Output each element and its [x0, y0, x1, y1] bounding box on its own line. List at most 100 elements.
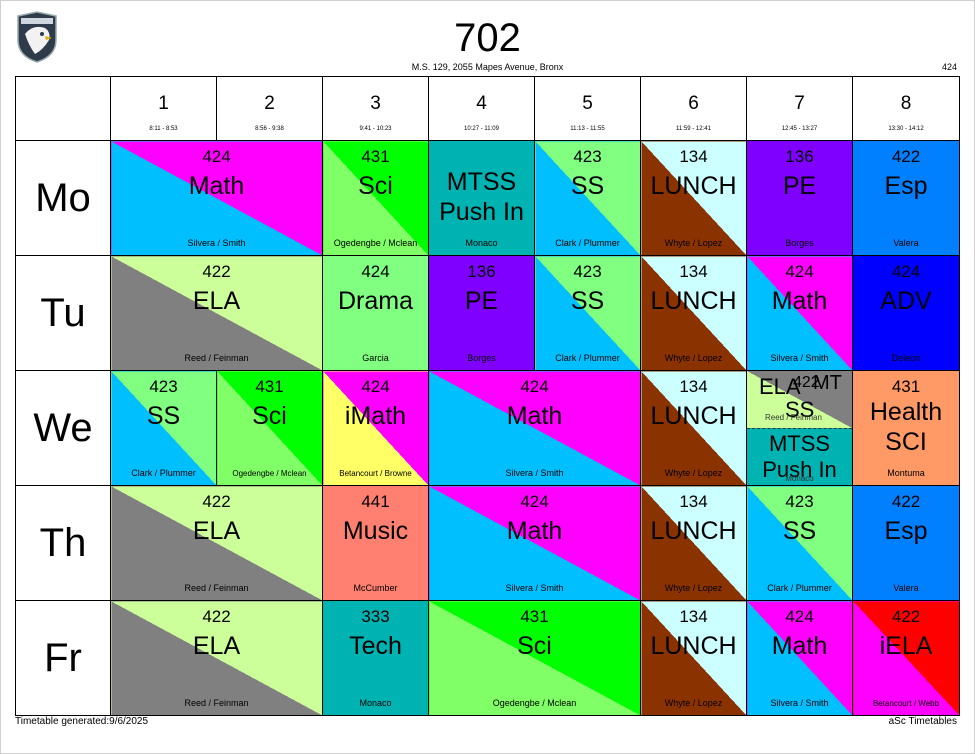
- lesson-subject: Drama: [337, 287, 413, 315]
- lesson-room: 134: [679, 607, 708, 626]
- lesson-subject-line: MTSS: [446, 168, 517, 196]
- lesson-subject: SS: [570, 172, 605, 200]
- lesson-cell[interactable]: 431 Health SCI Montuma: [852, 370, 960, 486]
- lesson-cell[interactable]: 134 LUNCH Whyte / Lopez: [640, 140, 747, 256]
- period-header: 4 10:27 - 11:09: [428, 76, 535, 141]
- period-number: 1: [158, 93, 169, 114]
- lesson-cell[interactable]: 424 iMath Betancourt / Browne: [322, 370, 429, 486]
- period-number: 4: [476, 93, 487, 114]
- lesson-cell[interactable]: 422 Esp Valera: [852, 140, 960, 256]
- lesson-teacher: Borges: [467, 353, 496, 363]
- period-number: 2: [264, 93, 275, 114]
- lesson-subject: LUNCH: [650, 517, 737, 545]
- day-row-mo: Mo 424 Math Silvera / Smith 431 Sci Oged…: [15, 140, 960, 256]
- lesson-teacher: Silvera / Smith: [770, 353, 829, 363]
- lesson-cell[interactable]: 134 LUNCH Whyte / Lopez: [640, 485, 747, 601]
- lesson-teacher: Garcia: [362, 353, 389, 363]
- lesson-room: 431: [891, 377, 921, 396]
- lesson-teacher: McCumber: [353, 583, 398, 593]
- lesson-cell[interactable]: 134 LUNCH Whyte / Lopez: [640, 255, 747, 371]
- lesson-teacher: Silvera / Smith: [187, 238, 246, 248]
- period-time: 9:41 - 10:23: [359, 126, 392, 132]
- lesson-subject: Math: [506, 517, 563, 545]
- lesson-cell[interactable]: 423 SS Clark / Plummer: [110, 370, 217, 486]
- lesson-cell[interactable]: 424 Math Silvera / Smith: [428, 485, 641, 601]
- lesson-split-bottom[interactable]: MTSS Push In Monaco: [747, 428, 852, 485]
- brand-label: aSc Timetables: [888, 716, 957, 727]
- lesson-cell[interactable]: 136 PE Borges: [428, 255, 535, 371]
- room-reference: 424: [941, 62, 957, 72]
- lesson-cell[interactable]: 422 ELA Reed / Feinman: [110, 485, 323, 601]
- period-time: 12:45 - 13:27: [781, 126, 818, 132]
- lesson-cell[interactable]: 424 ADV Deleon: [852, 255, 960, 371]
- lesson-room: 424: [891, 262, 921, 281]
- lesson-cell[interactable]: 134 LUNCH Whyte / Lopez: [640, 370, 747, 486]
- lesson-room: 424: [785, 262, 814, 281]
- lesson-subject: SS: [570, 287, 605, 315]
- period-header-row: 1 8:11 - 8:53 2 8:56 - 9:38 3 9:41 - 10:23 …: [15, 76, 960, 141]
- period-header: 8 13:30 - 14:12: [852, 76, 960, 141]
- lesson-room: 423: [573, 262, 602, 281]
- lesson-teacher: Reed / Feinman: [765, 413, 822, 422]
- lesson-room: 424: [520, 492, 549, 511]
- day-row-tu: Tu 422 ELA Reed / Feinman 424 Drama Garc…: [15, 255, 960, 371]
- lesson-cell[interactable]: 424 Math Silvera / Smith: [746, 255, 853, 371]
- lesson-cell[interactable]: 431 Sci Ogedengbe / Mclean: [216, 370, 323, 486]
- lesson-cell[interactable]: 422 iELA Betancourt / Webb: [852, 600, 960, 716]
- lesson-cell[interactable]: MTSS Push In Monaco: [428, 140, 535, 256]
- lesson-subject: Esp: [884, 517, 928, 545]
- lesson-split-top[interactable]: ELA 422 MT SS Reed / Feinman: [747, 371, 852, 428]
- lesson-teacher: Reed / Feinman: [184, 353, 249, 363]
- lesson-subject: LUNCH: [650, 287, 737, 315]
- lesson-cell[interactable]: 424 Drama Garcia: [322, 255, 429, 371]
- lesson-cell[interactable]: 423 SS Clark / Plummer: [534, 140, 641, 256]
- lesson-cell[interactable]: 423 SS Clark / Plummer: [746, 485, 853, 601]
- day-row-we: We 423 SS Clark / Plummer 431 Sci Ogeden…: [15, 370, 960, 486]
- lesson-subject-line: Push In: [439, 198, 524, 226]
- lesson-cell[interactable]: 422 Esp Valera: [852, 485, 960, 601]
- lesson-cell[interactable]: 422 ELA Reed / Feinman: [110, 600, 323, 716]
- period-time: 11:59 - 12:41: [676, 126, 711, 132]
- lesson-room: 424: [520, 377, 549, 396]
- lesson-cell[interactable]: 136 PE Borges: [746, 140, 853, 256]
- lesson-cell[interactable]: 441 Music McCumber: [322, 485, 429, 601]
- lesson-cell[interactable]: 423 SS Clark / Plummer: [534, 255, 641, 371]
- lesson-cell[interactable]: 333 Tech Monaco: [322, 600, 429, 716]
- period-header: 6 11:59 - 12:41: [640, 76, 747, 141]
- period-time: 11:13 - 11:55: [570, 126, 605, 132]
- lesson-teacher: Silvera / Smith: [505, 583, 564, 593]
- day-label: Tu: [15, 255, 111, 371]
- lesson-teacher: Clark / Plummer: [767, 583, 832, 593]
- lesson-teacher: Whyte / Lopez: [664, 583, 723, 593]
- lesson-subject: SS: [146, 402, 181, 430]
- lesson-subject: Math: [506, 402, 563, 430]
- lesson-teacher: Ogedengbe / Mclean: [232, 469, 307, 478]
- lesson-cell[interactable]: 424 Math Silvera / Smith: [110, 140, 323, 256]
- lesson-teacher: Silvera / Smith: [505, 468, 564, 478]
- lesson-cell[interactable]: 424 Math Silvera / Smith: [428, 370, 641, 486]
- lesson-cell[interactable]: 424 Math Silvera / Smith: [746, 600, 853, 716]
- period-header: 5 11:13 - 11:55: [534, 76, 641, 141]
- lesson-cell[interactable]: 134 LUNCH Whyte / Lopez: [640, 600, 747, 716]
- lesson-subject: Tech: [349, 632, 402, 660]
- lesson-cell[interactable]: 431 Sci Ogedengbe / Mclean: [428, 600, 641, 716]
- split-lesson-cell[interactable]: ELA 422 MT SS Reed / Feinman MTSS Push I…: [746, 370, 853, 486]
- lesson-subject: SS: [782, 517, 817, 545]
- lesson-subject-line: MTSS: [768, 431, 831, 456]
- lesson-subject: LUNCH: [650, 402, 737, 430]
- lesson-room: 422: [202, 492, 231, 511]
- lesson-room: 422: [891, 607, 921, 626]
- lesson-cell[interactable]: 431 Sci Ogedengbe / Mclean: [322, 140, 429, 256]
- timetable-grid: 1 8:11 - 8:53 2 8:56 - 9:38 3 9:41 - 10:23 …: [15, 76, 960, 716]
- period-header: 3 9:41 - 10:23: [322, 76, 429, 141]
- lesson-teacher: Silvera / Smith: [770, 698, 829, 708]
- lesson-teacher: Valera: [893, 583, 919, 593]
- lesson-subject: SS: [785, 397, 815, 422]
- lesson-teacher: Betancourt / Browne: [339, 469, 412, 478]
- lesson-cell[interactable]: 422 ELA Reed / Feinman: [110, 255, 323, 371]
- generated-date: Timetable generated:9/6/2025: [15, 716, 149, 727]
- lesson-room: 423: [573, 147, 602, 166]
- lesson-subject: MTSS Push In: [430, 167, 534, 227]
- period-header: 7 12:45 - 13:27: [746, 76, 853, 141]
- period-number: 8: [900, 93, 912, 114]
